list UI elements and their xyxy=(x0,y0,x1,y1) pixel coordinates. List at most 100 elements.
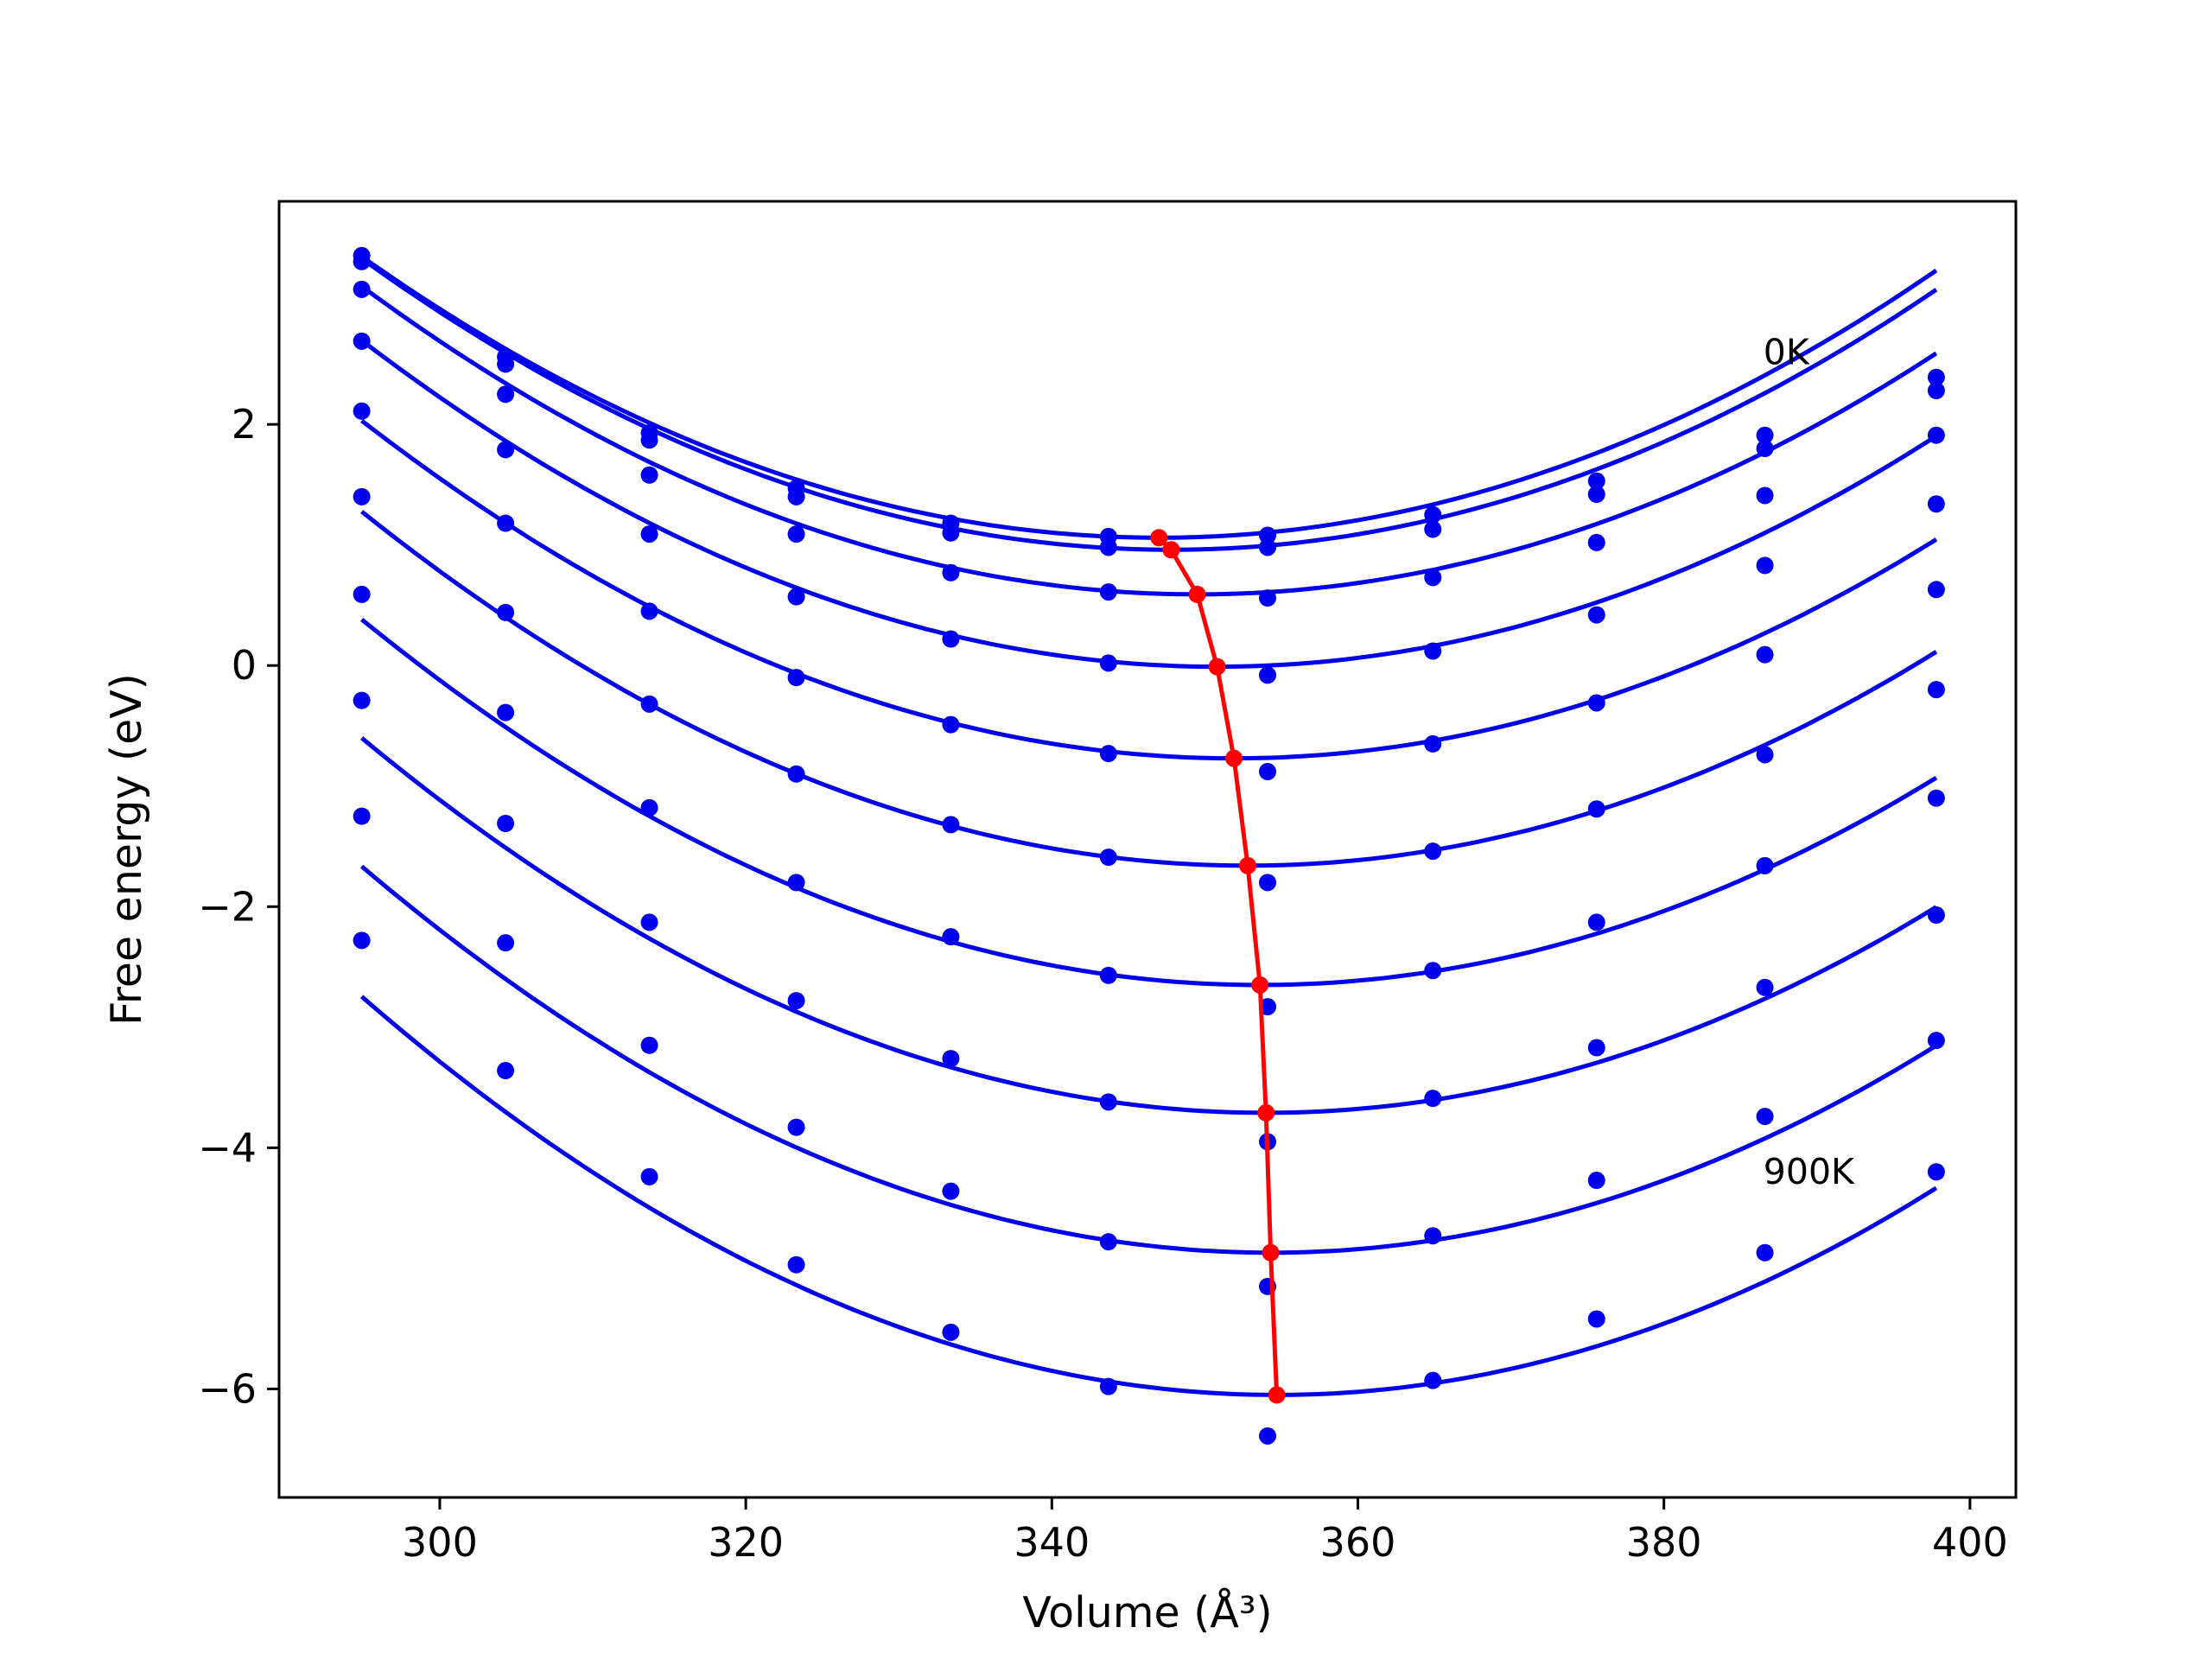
data-point-3-3 xyxy=(787,588,805,606)
fit-curve-3 xyxy=(360,339,1938,670)
annotations: 0K 900K xyxy=(1764,331,1855,1192)
data-point-2-5 xyxy=(1099,583,1117,601)
x-tick-label-400: 400 xyxy=(1932,1519,2008,1566)
data-point-5-8 xyxy=(1587,800,1605,818)
data-point-7-3 xyxy=(787,992,805,1010)
data-point-5-4 xyxy=(942,816,960,834)
data-points xyxy=(353,246,1945,1445)
data-point-7-10 xyxy=(1927,906,1945,925)
data-point-9-9 xyxy=(1756,1243,1774,1262)
data-point-7-4 xyxy=(942,1050,960,1068)
data-point-7-2 xyxy=(640,913,658,931)
data-point-4-5 xyxy=(1099,745,1117,763)
y-tick-label-2: 2 xyxy=(232,401,257,448)
data-point-6-8 xyxy=(1587,913,1605,931)
minimum-point-2 xyxy=(1188,585,1206,603)
data-point-8-2 xyxy=(640,1036,658,1054)
data-point-1-10 xyxy=(1927,382,1945,400)
y-tick-label--6: −6 xyxy=(198,1365,257,1412)
data-point-1-2 xyxy=(640,431,658,449)
data-point-0-9 xyxy=(1756,426,1774,444)
data-point-6-5 xyxy=(1099,966,1117,984)
data-point-0-10 xyxy=(1927,368,1945,386)
data-point-1-0 xyxy=(353,252,371,270)
data-point-1-8 xyxy=(1587,486,1605,504)
minimum-point-6 xyxy=(1251,976,1269,994)
data-point-1-7 xyxy=(1424,520,1442,538)
data-point-7-5 xyxy=(1099,1093,1117,1111)
annotation-900k: 900K xyxy=(1764,1151,1855,1192)
data-point-4-1 xyxy=(497,514,515,532)
data-point-3-6 xyxy=(1259,666,1277,684)
data-point-1-4 xyxy=(942,524,960,542)
data-point-4-9 xyxy=(1756,645,1774,664)
fit-curve-8 xyxy=(359,864,1938,1255)
data-point-1-5 xyxy=(1099,538,1117,556)
data-point-8-7 xyxy=(1424,1227,1442,1245)
data-point-4-4 xyxy=(942,715,960,734)
data-point-4-7 xyxy=(1424,734,1442,753)
data-point-2-0 xyxy=(353,280,371,298)
data-point-8-8 xyxy=(1587,1172,1605,1190)
data-point-2-10 xyxy=(1927,426,1945,444)
y-axis-ticks: −6 −4 −2 0 2 xyxy=(198,401,279,1412)
data-point-3-0 xyxy=(353,332,371,350)
data-point-2-2 xyxy=(640,466,658,484)
data-point-5-7 xyxy=(1424,842,1442,861)
x-tick-label-320: 320 xyxy=(708,1519,784,1566)
data-point-2-8 xyxy=(1587,533,1605,551)
data-point-3-1 xyxy=(497,441,515,459)
fit-curve-4 xyxy=(360,418,1938,761)
data-point-9-4 xyxy=(942,1323,960,1341)
data-point-6-4 xyxy=(942,928,960,946)
data-point-9-8 xyxy=(1587,1310,1605,1328)
data-point-9-6 xyxy=(1259,1427,1277,1445)
data-point-6-10 xyxy=(1927,789,1945,807)
data-point-1-9 xyxy=(1756,440,1774,458)
data-point-4-6 xyxy=(1259,763,1277,780)
x-axis-label: Volume (Å³) xyxy=(1022,1586,1272,1637)
data-point-4-8 xyxy=(1587,694,1605,712)
data-point-6-2 xyxy=(640,798,658,817)
data-point-8-1 xyxy=(497,934,515,952)
data-point-9-5 xyxy=(1099,1377,1117,1395)
data-point-0-6 xyxy=(1259,526,1277,544)
minimum-point-3 xyxy=(1208,658,1226,676)
data-point-0-7 xyxy=(1424,505,1442,524)
data-point-8-3 xyxy=(787,1118,805,1136)
data-point-9-10 xyxy=(1927,1163,1945,1181)
data-point-7-9 xyxy=(1756,978,1774,996)
data-point-5-1 xyxy=(497,603,515,621)
minimum-point-7 xyxy=(1257,1103,1275,1122)
data-point-3-2 xyxy=(640,525,658,543)
data-point-7-7 xyxy=(1424,1090,1442,1108)
data-point-7-8 xyxy=(1587,1039,1605,1057)
data-point-1-1 xyxy=(497,355,515,373)
data-point-6-0 xyxy=(353,585,371,603)
data-point-3-4 xyxy=(942,630,960,648)
data-point-6-7 xyxy=(1424,962,1442,980)
x-tick-label-300: 300 xyxy=(402,1519,478,1566)
minimum-point-0 xyxy=(1150,529,1168,547)
minimum-point-9 xyxy=(1268,1386,1286,1404)
data-point-7-0 xyxy=(353,691,371,709)
y-tick-label--4: −4 xyxy=(198,1124,257,1171)
data-point-2-1 xyxy=(497,385,515,404)
data-point-8-10 xyxy=(1927,1032,1945,1050)
annotation-0k: 0K xyxy=(1764,331,1810,372)
data-point-6-9 xyxy=(1756,856,1774,874)
minimum-point-5 xyxy=(1238,856,1256,874)
data-point-0-8 xyxy=(1587,472,1605,490)
fit-curve-0 xyxy=(360,254,1938,540)
data-point-2-6 xyxy=(1259,589,1277,607)
x-axis-ticks: 300 320 340 360 380 400 xyxy=(402,1497,2008,1566)
plot-frame xyxy=(277,200,2018,1499)
minimum-line xyxy=(1150,529,1286,1404)
data-point-5-0 xyxy=(353,487,371,505)
data-point-5-3 xyxy=(787,765,805,783)
data-point-5-2 xyxy=(640,695,658,713)
data-point-4-0 xyxy=(353,402,371,420)
data-point-4-10 xyxy=(1927,581,1945,599)
